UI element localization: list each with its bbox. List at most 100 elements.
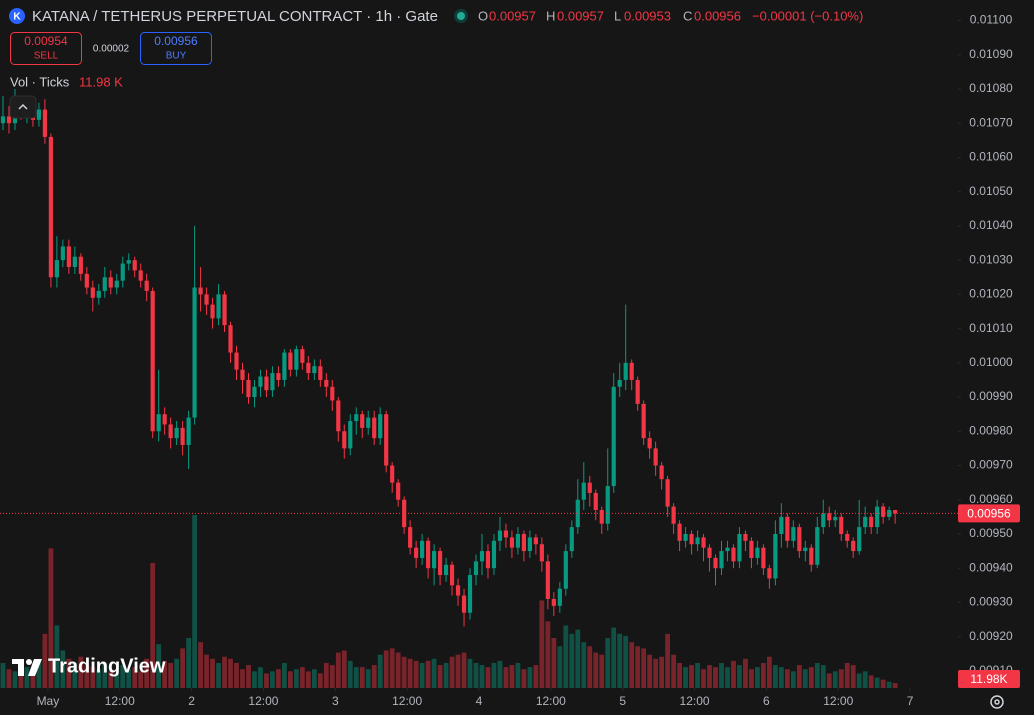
logo-letter: K — [13, 12, 21, 23]
volume-bar — [533, 665, 539, 688]
volume-bar — [389, 648, 395, 688]
indicator-name[interactable]: Vol · Ticks — [10, 74, 70, 89]
candle-body — [288, 352, 293, 370]
volume-bar — [78, 656, 84, 688]
volume-bar — [252, 671, 257, 688]
candle-body — [0, 116, 6, 124]
volume-bar — [305, 671, 311, 688]
candle-body — [156, 414, 161, 432]
volume-bar — [174, 658, 180, 688]
candle-body — [306, 362, 311, 374]
y-tick-label: 0.01060 — [969, 150, 1013, 164]
x-tick-label: 12:00 — [105, 694, 135, 708]
volume-bar — [377, 654, 383, 688]
settings-button[interactable] — [990, 695, 1004, 709]
candle-body — [677, 523, 682, 541]
candle-body — [180, 427, 185, 445]
candle-body — [396, 482, 401, 500]
volume-bar — [695, 662, 700, 688]
y-tick-label: 0.00970 — [969, 458, 1013, 472]
volume-bar — [611, 627, 617, 688]
candle-body — [461, 595, 467, 613]
candle-body — [713, 557, 718, 569]
volume-bar — [431, 658, 437, 688]
volume-bar — [772, 665, 778, 688]
candle-body — [521, 533, 527, 552]
candle-body — [479, 551, 485, 562]
volume-bar — [659, 656, 665, 688]
candle-body — [276, 373, 281, 380]
y-tick-label: 0.00990 — [969, 389, 1013, 403]
volume-bar — [311, 669, 317, 688]
volume-bar — [156, 644, 162, 688]
volume-bar — [90, 667, 96, 688]
brand-logo — [12, 659, 42, 676]
volume-bar — [6, 669, 12, 688]
volume-bar — [258, 667, 263, 688]
candle-body — [659, 465, 664, 480]
y-tick-label: 0.00980 — [969, 423, 1013, 437]
volume-bar — [84, 665, 90, 688]
candle-body — [150, 290, 155, 432]
volume-bar — [150, 562, 156, 688]
buy-label: BUY — [166, 51, 187, 62]
volume-bar — [455, 654, 461, 688]
y-tick-label: 0.01020 — [969, 287, 1013, 301]
volume-bar — [359, 667, 365, 688]
candle-body — [90, 287, 95, 298]
candle-body — [258, 376, 263, 387]
candle-body — [881, 506, 886, 517]
volume-bar — [30, 673, 36, 688]
candle-body — [84, 273, 89, 288]
candle-body — [252, 386, 257, 398]
volume-bar — [653, 658, 659, 688]
volume-bar — [401, 656, 407, 688]
candle-body — [330, 386, 335, 401]
candle-body — [827, 513, 832, 521]
candle-body — [569, 527, 574, 552]
volume-bar — [647, 654, 653, 688]
buy-button[interactable] — [140, 32, 212, 65]
candle-body — [354, 414, 359, 422]
volume-bar — [509, 665, 515, 688]
volume-bar — [36, 658, 42, 688]
open-key: O — [478, 8, 488, 23]
volume-bar — [299, 667, 305, 688]
volume-bar — [138, 671, 144, 688]
volume-bar — [395, 652, 401, 688]
x-tick-label: 2 — [188, 694, 195, 708]
candle-body — [761, 547, 766, 569]
candle-body — [240, 369, 245, 380]
high-key: H — [546, 8, 555, 23]
volume-bar — [545, 621, 551, 688]
candle-body — [623, 362, 628, 380]
candle-body — [114, 280, 119, 288]
volume-bar — [665, 633, 671, 688]
y-tick-label: 0.01080 — [969, 81, 1013, 95]
candle-body — [216, 294, 221, 319]
candle-body — [60, 246, 65, 261]
candle-body — [851, 540, 856, 552]
candle-body — [485, 551, 491, 569]
volume-bar — [461, 652, 467, 688]
candle-body — [833, 516, 838, 521]
collapse-button[interactable] — [9, 95, 37, 119]
volume-bar — [437, 665, 443, 688]
brand-name: TradingView — [48, 655, 166, 677]
volume-bar — [868, 675, 874, 688]
y-tick-label: 0.01000 — [969, 355, 1013, 369]
y-tick-label: 0.01050 — [969, 184, 1013, 198]
candle-body — [641, 403, 646, 439]
candle-body — [767, 568, 772, 579]
candle-body — [408, 527, 413, 548]
sell-button[interactable] — [10, 32, 82, 65]
symbol-title[interactable]: KATANA / TETHERUS PERPETUAL CONTRACT · 1… — [32, 8, 438, 25]
candle-body — [533, 537, 538, 545]
high-value: 0.00957 — [557, 8, 604, 23]
volume-bar — [605, 637, 611, 688]
candle-body — [318, 366, 323, 380]
candle-body — [875, 506, 880, 528]
candle-body — [809, 547, 814, 565]
volume-bar — [293, 669, 299, 688]
candle-body — [785, 516, 790, 541]
